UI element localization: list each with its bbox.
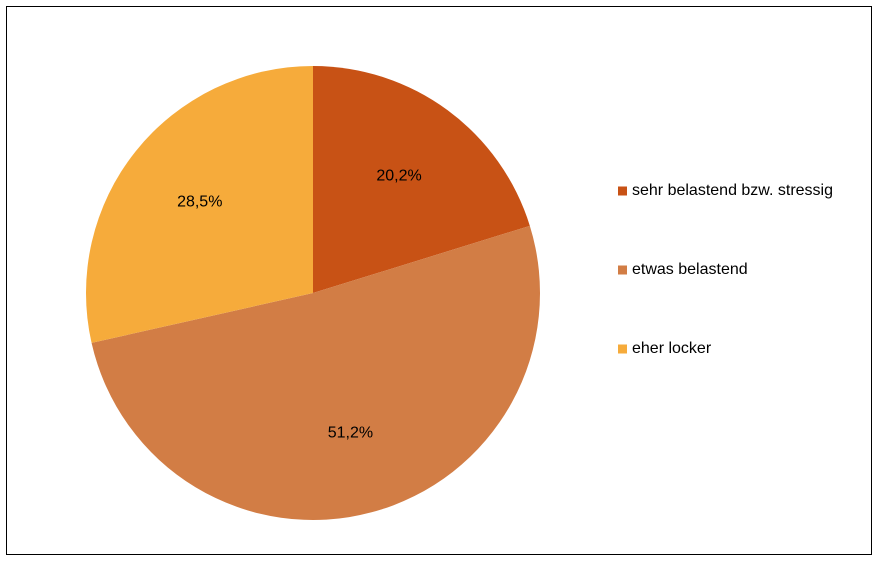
legend-label: etwas belastend	[632, 261, 748, 278]
pie-slices	[86, 66, 541, 521]
legend-label: sehr belastend bzw. stressig	[632, 182, 833, 199]
pie-slice	[313, 66, 530, 293]
legend: sehr belastend bzw. stressig etwas belast…	[618, 182, 833, 357]
legend-swatch	[618, 344, 627, 354]
pie-slice	[86, 66, 314, 343]
slice-value-label: 51,2%	[328, 424, 373, 441]
legend-swatch	[618, 265, 627, 275]
legend-swatch	[618, 186, 627, 196]
legend-label: eher locker	[632, 340, 712, 357]
slice-value-label: 20,2%	[376, 168, 421, 185]
slice-value-label: 28,5%	[177, 194, 222, 211]
pie-slice-labels: 20,2% 51,2% 28,5%	[177, 168, 422, 442]
pie-slice	[91, 225, 541, 521]
